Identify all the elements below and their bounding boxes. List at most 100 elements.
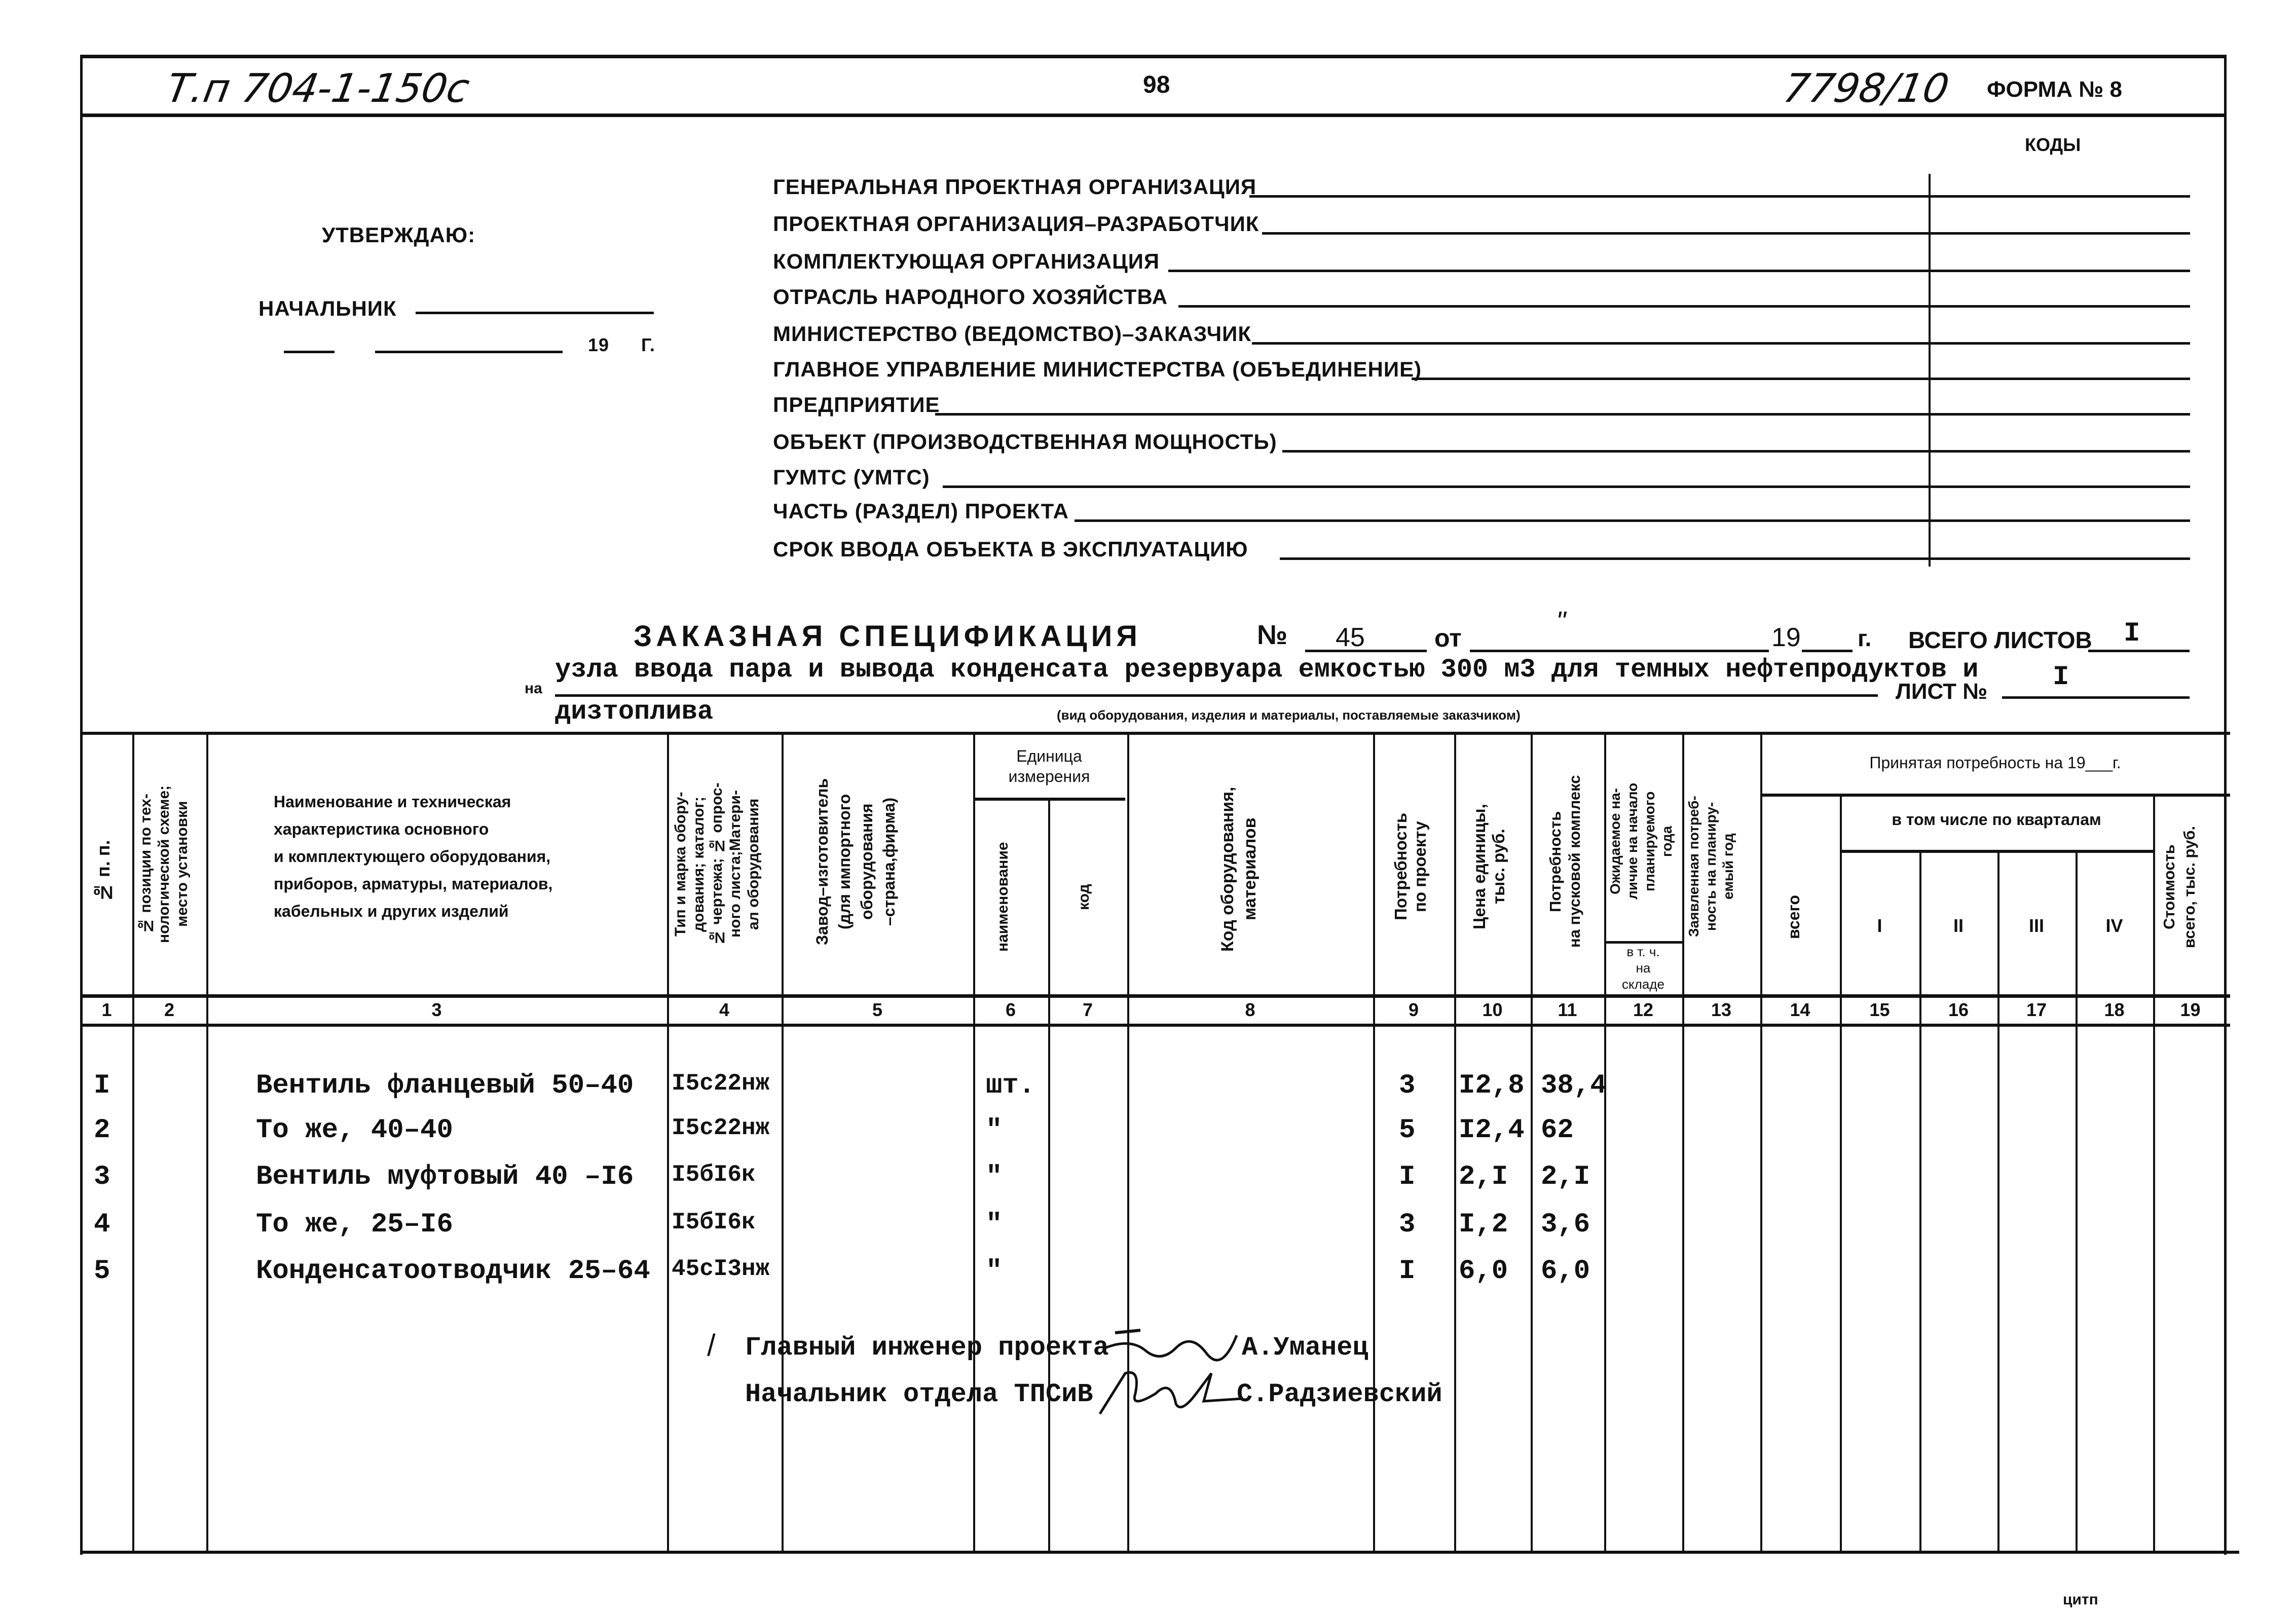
- column-number: 14: [1790, 999, 1810, 1020]
- item-unit-price: 2,I: [1459, 1162, 1508, 1192]
- column-divider: [2153, 795, 2155, 1552]
- column-divider: [782, 733, 784, 1552]
- spec-subject-caption: (вид оборудования, изделия и материалы, …: [1057, 707, 1521, 723]
- sheet-label: ЛИСТ №: [1896, 679, 1988, 704]
- column-number: 17: [2026, 999, 2047, 1020]
- column-number: 7: [1082, 999, 1093, 1020]
- column-divider: [1454, 733, 1456, 1552]
- column-divider: [1604, 733, 1606, 1552]
- column-number: 13: [1711, 999, 1732, 1020]
- spec-date-field[interactable]: [1470, 650, 1769, 652]
- chief-label: НАЧАЛЬНИК: [258, 296, 397, 320]
- item-type: I5с22нж: [672, 1070, 770, 1097]
- form-field-input-line[interactable]: [935, 413, 2190, 416]
- form-field-input-line[interactable]: [1168, 270, 2190, 272]
- header-equipment-code: Код оборудования, материалов: [1218, 786, 1260, 952]
- approval-year: 19: [588, 334, 610, 355]
- column-number: 1: [101, 999, 112, 1020]
- project-code: Т.п 704-1-150с: [163, 66, 473, 111]
- codes-label: КОДЫ: [2025, 134, 2081, 155]
- header-bottom: [81, 994, 2230, 998]
- column-number: 10: [1482, 999, 1503, 1020]
- header-q1: I: [1877, 915, 1882, 936]
- column-number: 15: [1869, 999, 1890, 1020]
- item-unit: ": [986, 1209, 1003, 1240]
- column-divider: [667, 733, 669, 1552]
- column-divider: [2076, 851, 2078, 1552]
- form-field-input-line[interactable]: [1178, 305, 2190, 308]
- form-label: ФОРМА № 8: [1987, 77, 2122, 102]
- spec-subject-field[interactable]: [555, 694, 1878, 697]
- footer-mark: ЦИТП: [2063, 1591, 2098, 1608]
- header-project-need: Потребность по проекту: [1391, 812, 1429, 921]
- header-name: Наименование и техническая характеристик…: [274, 793, 553, 920]
- row-number: 5: [94, 1256, 110, 1287]
- column-number: 12: [1633, 999, 1654, 1020]
- item-launch-need: 2,I: [1541, 1162, 1590, 1192]
- item-quantity: I: [1399, 1162, 1416, 1192]
- item-unit-price: I2,8: [1459, 1070, 1525, 1101]
- column-divider: [1682, 733, 1684, 1552]
- approval-month-line[interactable]: [375, 351, 563, 353]
- total-sheets-field[interactable]: [2088, 650, 2190, 652]
- item-unit-price: 6,0: [1459, 1256, 1508, 1287]
- total-sheets-label: всего листов: [1908, 627, 2092, 653]
- form-field-label: Часть (раздел) проекта: [773, 499, 1069, 523]
- header-unit-price: Цена единицы, тыс. руб.: [1470, 804, 1508, 929]
- approval-day-line[interactable]: [284, 351, 335, 353]
- item-name: Вентиль муфтовый 40 –I6: [256, 1162, 634, 1192]
- column-divider: [1531, 733, 1533, 1552]
- frame-bottom: [80, 1551, 2239, 1554]
- spec-subject-line1: узла ввода пара и вывода конденсата резе…: [555, 655, 1979, 685]
- form-field-input-line[interactable]: [1252, 342, 2190, 345]
- column-divider: [206, 733, 208, 1552]
- header-launch-need: Потребность на пусковой комплекс: [1546, 775, 1583, 948]
- form-field-input-line[interactable]: [1282, 450, 2190, 453]
- form-field-input-line[interactable]: [1262, 232, 2190, 235]
- column-number: 2: [164, 999, 175, 1020]
- col12-sub-divider: [1604, 941, 1682, 944]
- form-field-input-line[interactable]: [1075, 519, 2190, 522]
- item-launch-need: 6,0: [1541, 1256, 1590, 1287]
- column-divider: [132, 733, 134, 1552]
- header-total: всего: [1785, 895, 1803, 940]
- spec-date-quote: ": [1556, 606, 1566, 636]
- form-field-label: Отрасль народного хозяйства: [773, 285, 1168, 309]
- header-unit-code: код: [1076, 884, 1092, 910]
- item-unit: ": [986, 1162, 1003, 1192]
- item-unit: шт.: [986, 1070, 1035, 1101]
- chief-signature-line[interactable]: [416, 312, 654, 314]
- column-number: 5: [872, 999, 883, 1020]
- frame-left: [80, 55, 83, 1555]
- column-divider: [1840, 795, 1842, 1552]
- signature-name-umanets: А.Уманец: [1242, 1333, 1368, 1363]
- sheet-number-field[interactable]: [2002, 696, 2190, 699]
- column-number: 8: [1245, 999, 1255, 1020]
- item-quantity: I: [1399, 1256, 1416, 1287]
- item-unit-price: I,2: [1459, 1209, 1508, 1240]
- sheet-number-value: I: [2053, 662, 2069, 693]
- form-field-label: Объект (производственная мощность): [773, 430, 1277, 454]
- form-field-input-line[interactable]: [1280, 557, 2190, 560]
- form-field-input-line[interactable]: [1412, 378, 2190, 380]
- row-number: 3: [94, 1162, 110, 1192]
- unit-group-bottom: [973, 798, 1125, 801]
- header-divider: [81, 114, 2226, 117]
- item-type: 45сI3нж: [672, 1256, 770, 1282]
- document-number: 7798/10: [1780, 66, 1952, 111]
- item-quantity: 3: [1399, 1209, 1416, 1240]
- header-q2: II: [1953, 915, 1964, 936]
- form-field-input-line[interactable]: [943, 485, 2190, 488]
- column-divider: [1760, 733, 1762, 1552]
- form-field-input-line[interactable]: [1249, 195, 2190, 198]
- row-number: 4: [94, 1209, 110, 1240]
- spec-no-field[interactable]: [1305, 650, 1427, 652]
- spec-no-label: №: [1257, 620, 1288, 650]
- spec-year-label: 19: [1771, 623, 1801, 652]
- header-declared-need: Заявленная потреб- ность на планиру- емы…: [1686, 796, 1736, 938]
- column-number: 3: [431, 999, 442, 1020]
- table-top: [81, 732, 2230, 735]
- approve-label: УТВЕРЖДАЮ:: [322, 223, 476, 247]
- codes-divider: [1929, 174, 1931, 567]
- spec-year-field[interactable]: [1802, 650, 1853, 652]
